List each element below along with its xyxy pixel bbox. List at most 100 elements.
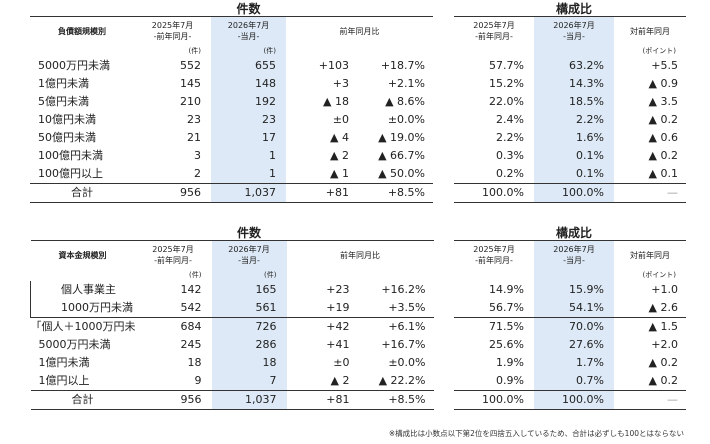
diff-pct: +3.5% <box>388 301 426 314</box>
diff-pct: +18.7% <box>380 59 425 72</box>
table-row: 個人事業主 142 165 +23 +16.2% <box>30 281 434 299</box>
ratio-curr: 15.9% <box>534 281 614 299</box>
curr-total: 1,037 <box>211 183 286 203</box>
diff-count: ±0 <box>332 113 349 126</box>
diff-count: +41 <box>326 338 350 351</box>
total-label: 合計 <box>30 183 134 203</box>
ratio-curr: 0.7% <box>534 372 614 391</box>
ratio-curr: 0.1% <box>534 165 614 184</box>
debt-size-left-table: 件数 負債額規模別 2025年7月 -前年同月- 2026年7月 -当月- 前年同月… <box>30 2 433 203</box>
curr-count: 148 <box>211 75 286 93</box>
prev-count: 210 <box>180 95 201 108</box>
table-row: 15.2% 14.3% ▲ 0.9 <box>454 75 686 93</box>
diff-pct: ▲ 22.2% <box>378 374 426 387</box>
diff-count: +19 <box>326 301 350 314</box>
row-label: 100億円以上 <box>38 167 103 180</box>
ratio-curr-sub: -当月- <box>563 32 585 41</box>
debt-rows: 5000万円未満 552 655 +103 +18.7% 1億円未満 145 148 +3 +2… <box>30 57 433 184</box>
unit-label: (件) <box>189 271 202 279</box>
prev-month-header: 2025年7月 -前年同月- <box>134 16 211 45</box>
diff-pct: +6.1% <box>388 320 426 333</box>
diff-pct: ±0.0% <box>387 113 425 126</box>
diff-pct: ▲ 66.7% <box>378 149 425 162</box>
ratio-prev: 2.2% <box>496 131 524 144</box>
point-unit: (ポイント) <box>642 271 676 279</box>
row-label: 1億円以上 <box>38 374 90 387</box>
table-row: 2.2% 1.6% ▲ 0.6 <box>454 129 686 147</box>
curr-count: 655 <box>211 57 286 75</box>
curr-count: 23 <box>211 111 286 129</box>
capital-size-left-table: 件数 資本金規模別 2025年7月 -前年同月- 2026年7月 -当月- 前年同月… <box>30 226 434 410</box>
prev-count: 9 <box>194 374 202 387</box>
table-row: 100億円以上 2 1 ▲ 1 ▲ 50.0% <box>30 165 433 184</box>
ratio-curr: 63.2% <box>534 57 614 75</box>
ratio-prev-header: 2025年7月 -前年同月- <box>454 16 534 45</box>
total-row: 100.0% 100.0% — <box>454 183 686 203</box>
ratio-curr-label: 2026年7月 <box>553 21 595 30</box>
ratio-prev: 0.9% <box>496 374 524 387</box>
table-row: 1億円以上 9 7 ▲ 2 ▲ 22.2% <box>31 372 434 391</box>
unit-label: (件) <box>211 45 286 57</box>
ratio-curr: 14.3% <box>534 75 614 93</box>
total-row: 合計 956 1,037 +81 +8.5% <box>30 183 433 203</box>
prev-count: 21 <box>187 131 201 144</box>
table-row: 2.4% 2.2% ▲ 0.2 <box>454 111 686 129</box>
ratio-prev: 22.0% <box>489 95 524 108</box>
ratio-curr: 2.2% <box>534 111 614 129</box>
ratio-curr-total: 100.0% <box>534 390 614 410</box>
ratio-curr: 27.6% <box>534 336 614 354</box>
row-label: 5億円未満 <box>38 95 89 108</box>
diff-count: ±0 <box>333 356 350 369</box>
diff-total: +81 <box>286 390 358 410</box>
diff-count: ▲ 2 <box>330 149 349 162</box>
total-label: 合計 <box>30 390 135 410</box>
prev-count: 23 <box>187 113 201 126</box>
ratio-diff-total: — <box>614 390 686 410</box>
ratio-diff: ▲ 0.6 <box>648 131 678 144</box>
row-label: 1000万円未満 <box>30 299 135 318</box>
yoy-header: 前年同月比 <box>286 240 434 269</box>
prev-total: 956 <box>134 390 212 410</box>
curr-month-header: 2026年7月 -当月- <box>211 16 286 45</box>
diff-pct: +16.2% <box>381 283 426 296</box>
ratio-yoy-header: 対前年同月 <box>614 240 686 269</box>
curr-count: 286 <box>211 336 287 354</box>
ratio-diff: ▲ 0.1 <box>648 167 678 180</box>
table-row: 1億円未満 145 148 +3 +2.1% <box>30 75 433 93</box>
row-label: 個人事業主 <box>30 281 135 299</box>
ratio-curr: 0.1% <box>534 147 614 165</box>
table-row: 5億円未満 210 192 ▲ 18 ▲ 8.6% <box>30 93 433 111</box>
unit-label: (件) <box>211 269 287 281</box>
diff-pct: ▲ 8.6% <box>385 95 425 108</box>
ratio-title: 構成比 <box>555 226 592 240</box>
table-row: 1億円未満 18 18 ±0 ±0.0% <box>31 354 434 372</box>
table-row: 1.9% 1.7% ▲ 0.2 <box>454 354 686 372</box>
ratio-prev: 15.2% <box>489 77 524 90</box>
table-row: 10億円未満 23 23 ±0 ±0.0% <box>30 111 433 129</box>
diff-count: +3 <box>332 77 349 90</box>
ratio-prev-total: 100.0% <box>454 390 534 410</box>
table-row: 71.5% 70.0% ▲ 1.5 <box>454 317 686 336</box>
ratio-prev-sub: -前年同月- <box>475 32 513 41</box>
diff-pct: ▲ 50.0% <box>378 167 425 180</box>
table-row: 0.3% 0.1% ▲ 0.2 <box>454 147 686 165</box>
diff-pct: ▲ 19.0% <box>378 131 425 144</box>
ratio-prev: 56.7% <box>489 301 524 314</box>
table-row: 50億円未満 21 17 ▲ 4 ▲ 19.0% <box>30 129 433 147</box>
curr-count: 17 <box>211 129 286 147</box>
ratio-prev-label: 2025年7月 <box>473 21 515 30</box>
total-row: 100.0% 100.0% — <box>454 390 686 410</box>
table-row: 100億円未満 3 1 ▲ 2 ▲ 66.7% <box>30 147 433 165</box>
ratio-prev: 1.9% <box>496 356 524 369</box>
category-header: 負債額規模別 <box>30 16 134 45</box>
row-label: 5000万円未満 <box>38 59 110 72</box>
ratio-curr: 54.1% <box>534 299 614 318</box>
ratio-prev-sub: -前年同月- <box>475 256 513 265</box>
curr-count: 561 <box>211 299 287 318</box>
pct-total: +8.5% <box>357 390 434 410</box>
table-row: 56.7% 54.1% ▲ 2.6 <box>454 299 686 318</box>
capital-ratio-rows: 14.9% 15.9% +1.0 56.7% 54.1% ▲ 2.6 71.5% 70.0… <box>454 281 686 391</box>
ratio-prev: 2.4% <box>496 113 524 126</box>
ratio-prev-header: 2025年7月 -前年同月- <box>454 240 534 269</box>
ratio-prev: 71.5% <box>489 320 524 333</box>
